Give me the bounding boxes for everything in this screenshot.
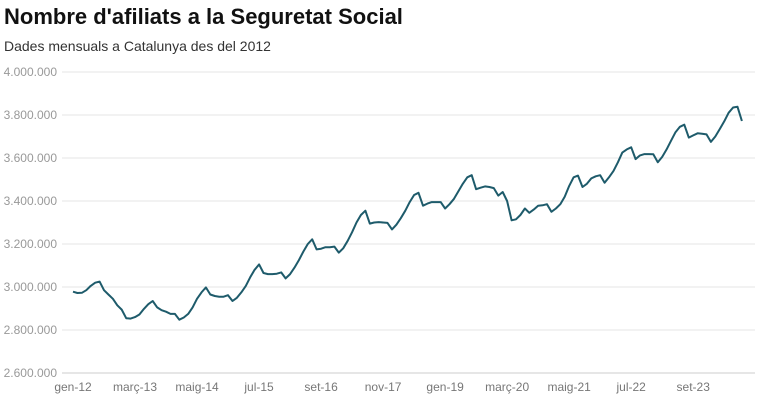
series-line [72, 105, 743, 321]
x-tick-label: març-13 [113, 380, 157, 394]
x-tick-label: març-20 [485, 380, 529, 394]
x-tick-label: nov-17 [365, 380, 402, 394]
x-tick-label: set-23 [677, 380, 711, 394]
x-tick-label: set-16 [304, 380, 338, 394]
x-tick-label: jul-22 [616, 380, 647, 394]
x-tick-label: jul-15 [243, 380, 274, 394]
y-tick-label: 2.800.000 [4, 323, 58, 337]
chart-title: Nombre d'afiliats a la Seguretat Social [4, 4, 403, 29]
y-tick-label: 3.400.000 [4, 194, 58, 208]
x-tick-label: maig-21 [547, 380, 591, 394]
x-tick-label: maig-14 [175, 380, 219, 394]
y-tick-label: 4.000.000 [4, 65, 58, 79]
x-tick-label: gen-12 [54, 380, 92, 394]
y-tick-label: 3.200.000 [4, 237, 58, 251]
y-tick-label: 3.800.000 [4, 108, 58, 122]
chart-subtitle: Dades mensuals a Catalunya des del 2012 [4, 38, 271, 54]
y-tick-label: 3.000.000 [4, 280, 58, 294]
x-tick-label: gen-19 [426, 380, 464, 394]
y-tick-label: 2.600.000 [4, 366, 58, 380]
y-tick-label: 3.600.000 [4, 151, 58, 165]
